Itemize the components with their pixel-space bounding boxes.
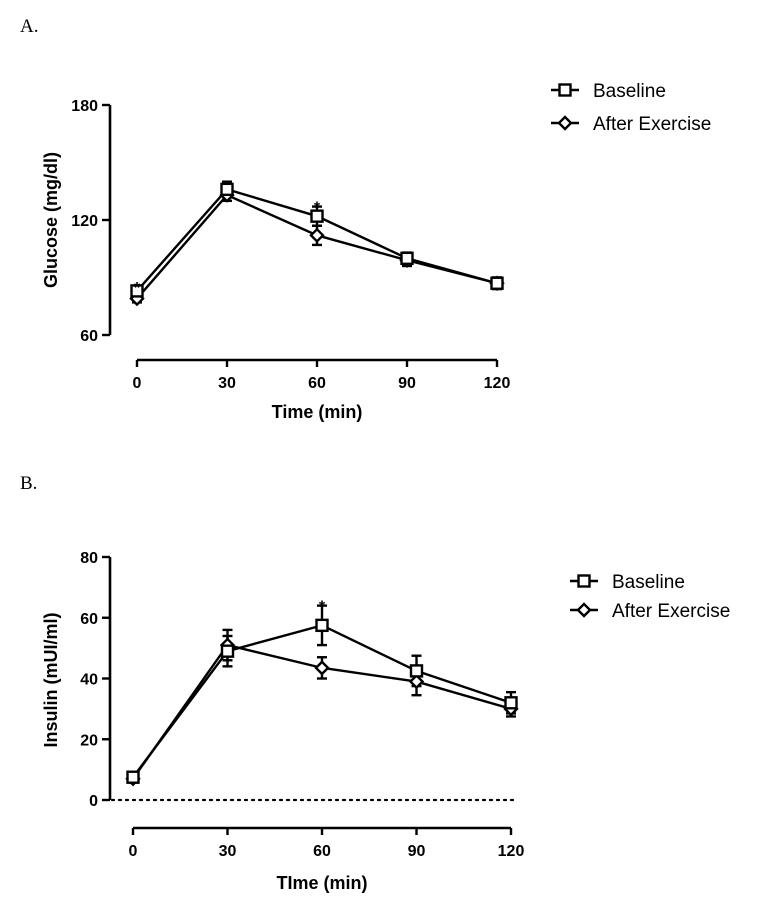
panel-a-label: A.	[20, 16, 38, 37]
panel-a-y-tick-label: 60	[80, 328, 98, 345]
panel-b-x-axis-label: TIme (min)	[276, 873, 367, 893]
panel-b-after-exercise-point	[408, 673, 425, 690]
panel-a-x-tick-label: 30	[218, 375, 236, 392]
panel-b-x-tick-label: 90	[408, 843, 426, 860]
panel-a-after-exercise-point	[309, 227, 325, 244]
panel-b-baseline-point	[220, 644, 235, 658]
panel-a-x-tick-label: 60	[308, 375, 326, 392]
panel-b-significance-asterisk: *	[319, 599, 326, 616]
panel-b-x-tick-label: 30	[219, 843, 237, 860]
panel-b-baseline-point	[315, 618, 329, 633]
panel-b-y-tick-label: 40	[80, 672, 98, 689]
panel-b-y-axis-label: Insulin (mUI/ml)	[41, 612, 61, 747]
panel-b-x-tick-label: 120	[498, 843, 525, 860]
panel-b-label: B.	[20, 473, 37, 494]
panel-a-y-axis-label: Glucose (mg/dl)	[41, 152, 61, 288]
panel-b-after-exercise-point	[314, 660, 330, 676]
panel-a-x-tick-label: 0	[133, 375, 142, 392]
panel-a-legend-baseline-label: Baseline	[593, 81, 666, 102]
panel-b-insulin: B. Insulin (mUI/ml) TIme (min) 0 20 40 60 80…	[20, 473, 730, 893]
panel-a-baseline-point	[310, 209, 324, 223]
panel-a-baseline-point	[400, 251, 414, 266]
panel-a-baseline-point	[220, 182, 234, 197]
panel-a-baseline-point	[130, 284, 144, 298]
panel-b-legend-after-exercise-label: After Exercise	[612, 601, 730, 622]
panel-b-baseline-line	[132, 624, 512, 778]
panel-a-y-tick-label: 120	[71, 213, 98, 230]
panel-a-x-axis-label: Time (min)	[272, 402, 363, 422]
panel-a-y-tick-label: 180	[71, 98, 98, 115]
panel-b-baseline-point	[126, 770, 140, 784]
panel-a-legend-after-exercise-marker	[557, 115, 573, 131]
panel-a-x-tick-label: 90	[398, 375, 416, 392]
panel-b-baseline-point	[504, 696, 518, 710]
panel-b-x-tick-label: 0	[129, 843, 138, 860]
panel-b-baseline-point	[409, 664, 424, 678]
panel-a-legend-baseline-marker	[558, 83, 572, 97]
panel-a-x-tick-label: 120	[484, 375, 511, 392]
panel-b-x-tick-label: 60	[313, 843, 331, 860]
panel-a-significance-asterisk: *	[134, 280, 141, 297]
panel-b-legend-baseline-marker	[577, 574, 591, 588]
panel-b-y-tick-label: 0	[89, 793, 98, 810]
panel-b-legend-after-exercise-marker	[576, 602, 592, 618]
panel-b-y-tick-label: 60	[80, 611, 98, 628]
panel-b-y-tick-label: 20	[80, 732, 98, 749]
panel-b-y-tick-label: 80	[80, 550, 98, 567]
panel-a-legend-after-exercise-label: After Exercise	[593, 114, 711, 135]
panel-a-significance-asterisk: *	[314, 200, 321, 217]
panel-a-baseline-point	[490, 276, 504, 290]
panel-a-glucose: A. Glucose (mg/dl) Time (min) 60 120 180 0 3…	[20, 16, 711, 422]
panel-b-legend-baseline-label: Baseline	[612, 572, 685, 593]
